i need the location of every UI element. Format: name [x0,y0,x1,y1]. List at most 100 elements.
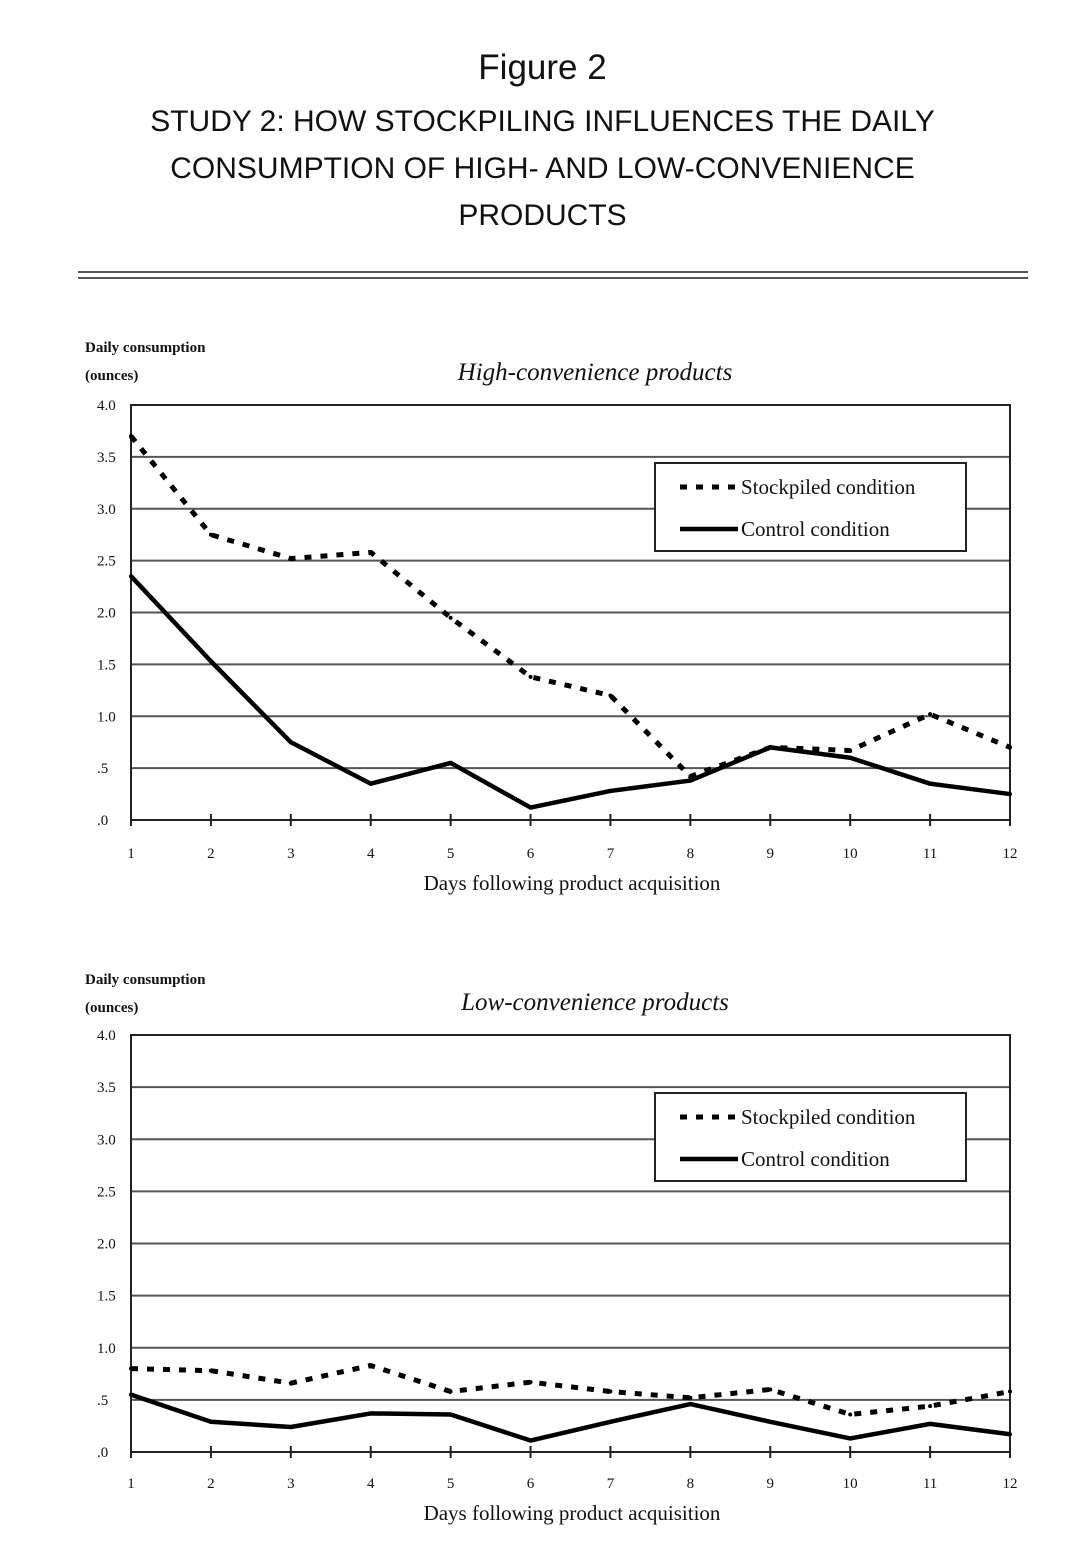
header-rule-bottom [78,277,1028,279]
data-point [448,1412,453,1417]
chart-low-convenience: Daily consumption (ounces) Low-convenience… [85,972,1018,1525]
x-tick-label: 2 [207,846,215,862]
y-tick-label: .0 [97,813,108,829]
data-point [848,755,853,760]
x-tick-label: 3 [287,846,295,862]
series-line-stockpiled [130,1362,1011,1417]
data-point [608,788,613,793]
data-point [208,1419,213,1424]
data-point [528,674,533,679]
panel-title: High-convenience products [457,359,733,386]
x-tick-label: 7 [607,1476,615,1492]
x-tick-label: 1 [127,1476,135,1492]
data-point [1008,1432,1012,1437]
y-tick-label: 2.0 [97,1237,116,1253]
data-point [528,1438,533,1443]
data-point [688,774,693,779]
y-tick-label: .5 [97,1393,108,1409]
data-point [608,693,613,698]
legend-box [654,1092,967,1182]
data-point [608,1419,613,1424]
legend-label: Stockpiled condition [741,1105,916,1129]
data-point [448,1389,453,1394]
data-point [768,745,773,750]
data-point [208,659,213,664]
figure-label: Figure 2 [478,48,607,87]
data-point [288,1381,293,1386]
x-tick-label: 12 [1003,1476,1018,1492]
legend-box [654,462,967,552]
y-tick-label: 3.5 [97,450,116,466]
series-line-control [130,1392,1011,1443]
y-tick-label: 3.0 [97,1132,116,1148]
data-point [928,1404,933,1409]
figure-title: STUDY 2: HOW STOCKPILING INFLUENCES THE … [150,105,935,232]
data-point [1008,792,1012,797]
y-tick-label: 3.5 [97,1080,116,1096]
legend-label: Control condition [741,1147,890,1171]
data-point [688,1402,693,1407]
data-point [848,1412,853,1417]
data-point [208,1368,213,1373]
data-point [288,556,293,561]
data-point [608,1389,613,1394]
header-rule-top [78,271,1028,273]
data-point [129,434,133,439]
x-tick-label: 12 [1003,846,1018,862]
y-axis-label: Daily consumption [85,340,206,356]
x-tick-label: 2 [207,1476,215,1492]
data-point [928,1421,933,1426]
y-tick-label: 2.5 [97,1184,116,1200]
data-point [208,532,213,537]
y-axis-unit: (ounces) [85,1000,138,1016]
x-tick-label: 7 [607,846,615,862]
x-tick-label: 8 [687,1476,695,1492]
data-point [848,1436,853,1441]
data-point [448,760,453,765]
data-point [368,550,373,555]
data-point [688,1395,693,1400]
data-point [1008,745,1012,750]
x-tick-label: 9 [767,846,775,862]
x-tick-label: 11 [923,846,937,862]
y-tick-label: 1.5 [97,657,116,673]
y-tick-label: 4.0 [97,398,116,414]
legend-label: Stockpiled condition [741,475,916,499]
x-tick-label: 11 [923,1476,937,1492]
data-point [688,778,693,783]
data-point [768,1387,773,1392]
x-tick-label: 4 [367,1476,375,1492]
x-tick-label: 9 [767,1476,775,1492]
data-point [928,781,933,786]
data-point [368,781,373,786]
x-tick-label: 1 [127,846,135,862]
x-tick-label: 6 [527,1476,535,1492]
data-point [528,805,533,810]
x-axis-title: Days following product acquisition [424,1501,721,1525]
x-tick-label: 10 [843,1476,858,1492]
y-tick-label: 2.0 [97,606,116,622]
data-point [368,1411,373,1416]
y-tick-label: 3.0 [97,502,116,518]
x-tick-label: 6 [527,846,535,862]
data-point [1008,1389,1012,1394]
data-point [928,712,933,717]
y-tick-label: 2.5 [97,554,116,570]
y-axis-unit: (ounces) [85,368,138,384]
y-tick-label: 1.0 [97,709,116,725]
data-point [768,1419,773,1424]
data-point [848,748,853,753]
x-tick-label: 10 [843,846,858,862]
data-point [288,740,293,745]
data-point [129,1366,133,1371]
series-line-stockpiled [129,434,1011,779]
x-axis-title: Days following product acquisition [424,871,721,895]
data-point [368,1363,373,1368]
y-tick-label: 1.0 [97,1341,116,1357]
data-point [129,1392,133,1397]
x-tick-label: 5 [447,846,455,862]
y-tick-label: .5 [97,761,108,777]
chart-high-convenience: Daily consumption (ounces) High-convenienc… [85,340,1018,895]
data-point [288,1424,293,1429]
y-tick-label: .0 [97,1445,108,1461]
